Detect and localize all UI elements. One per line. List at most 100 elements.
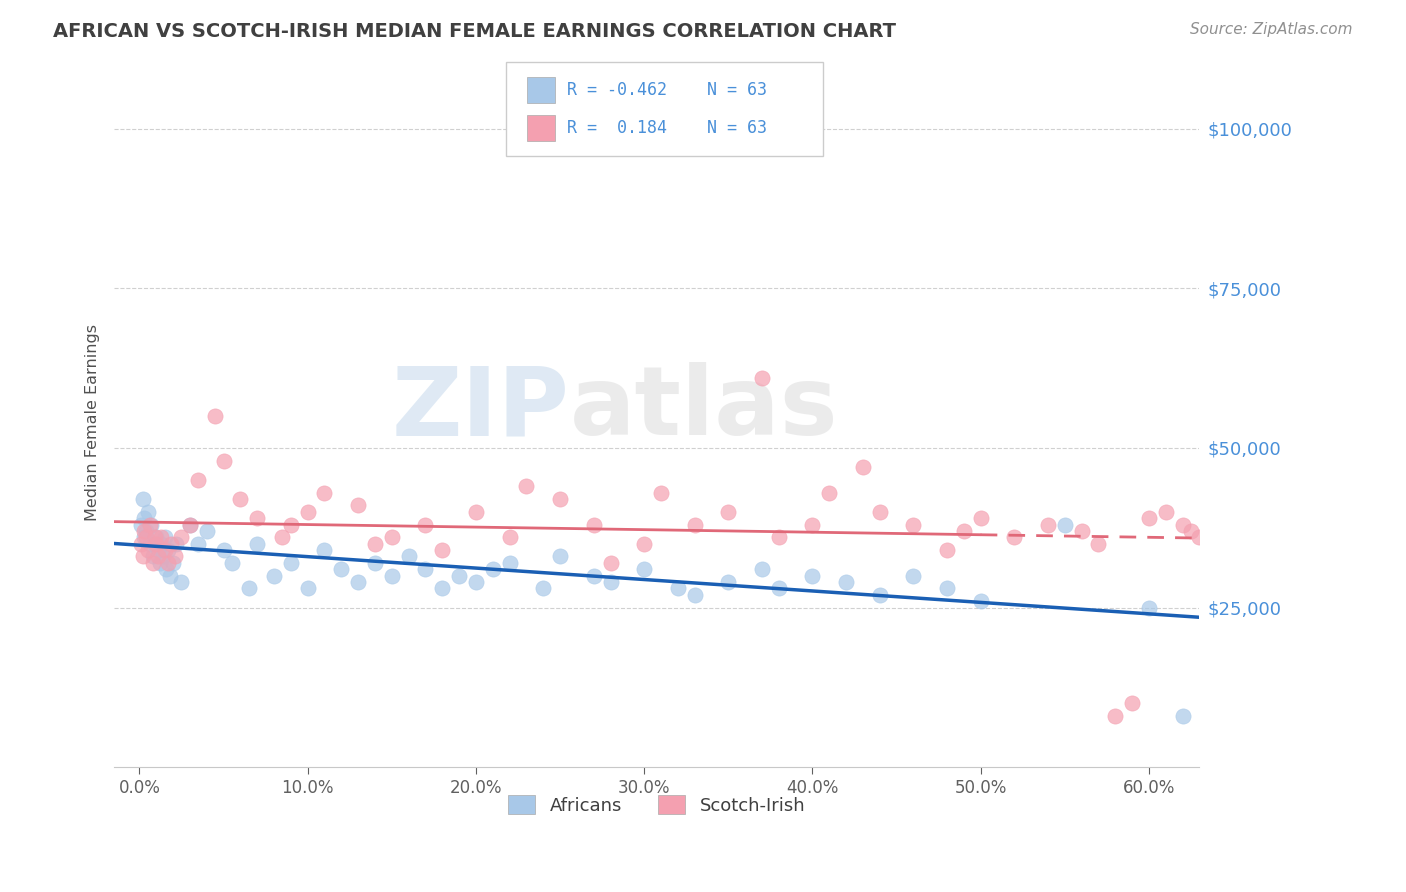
Point xyxy=(141,517,163,532)
Text: Source: ZipAtlas.com: Source: ZipAtlas.com xyxy=(1189,22,1353,37)
Point xyxy=(869,505,891,519)
Point xyxy=(969,511,991,525)
Point xyxy=(136,505,159,519)
Point xyxy=(818,485,841,500)
Point xyxy=(134,530,156,544)
Point xyxy=(163,549,186,564)
Point xyxy=(347,499,370,513)
Text: R = -0.462    N = 63: R = -0.462 N = 63 xyxy=(567,81,766,99)
Point xyxy=(1036,517,1059,532)
Point xyxy=(314,485,336,500)
Point xyxy=(170,530,193,544)
Point xyxy=(1171,517,1194,532)
Point xyxy=(280,517,302,532)
Point xyxy=(143,530,166,544)
Point xyxy=(179,517,201,532)
Point xyxy=(515,479,537,493)
Point xyxy=(936,543,959,558)
Point xyxy=(263,568,285,582)
Point xyxy=(143,537,166,551)
Point xyxy=(142,549,165,564)
Point xyxy=(195,524,218,538)
Point xyxy=(449,568,471,582)
Point xyxy=(801,517,824,532)
Point xyxy=(768,582,790,596)
Point xyxy=(1154,505,1177,519)
Point xyxy=(432,582,454,596)
Point xyxy=(155,562,177,576)
Point xyxy=(221,556,243,570)
Text: ZIP: ZIP xyxy=(392,362,569,455)
Point xyxy=(481,562,503,576)
Point xyxy=(1070,524,1092,538)
Point xyxy=(1121,697,1143,711)
Point xyxy=(146,549,169,564)
Point xyxy=(381,568,404,582)
Point xyxy=(146,543,169,558)
Point xyxy=(157,543,180,558)
Point xyxy=(548,491,571,506)
Point xyxy=(1188,530,1211,544)
Point xyxy=(498,530,520,544)
Point xyxy=(1180,524,1202,538)
Point xyxy=(179,517,201,532)
Point xyxy=(142,556,165,570)
Point xyxy=(751,370,773,384)
Point xyxy=(135,524,157,538)
Point xyxy=(212,543,235,558)
Point xyxy=(599,556,621,570)
Point xyxy=(271,530,294,544)
Point xyxy=(633,537,655,551)
Point xyxy=(717,505,740,519)
Point xyxy=(683,588,706,602)
Point xyxy=(852,460,875,475)
Point xyxy=(432,543,454,558)
Point xyxy=(150,537,173,551)
Point xyxy=(835,574,858,589)
Point xyxy=(157,556,180,570)
Point xyxy=(153,543,176,558)
Point xyxy=(683,517,706,532)
Point xyxy=(138,517,160,532)
Point xyxy=(650,485,672,500)
Point xyxy=(464,574,486,589)
Point xyxy=(936,582,959,596)
Point xyxy=(297,582,319,596)
Point xyxy=(132,491,155,506)
Point xyxy=(159,568,181,582)
Point xyxy=(381,530,404,544)
Point xyxy=(145,537,167,551)
Point xyxy=(149,556,172,570)
Point xyxy=(768,530,790,544)
Legend: Africans, Scotch-Irish: Africans, Scotch-Irish xyxy=(499,787,814,824)
Point xyxy=(150,530,173,544)
Point xyxy=(132,549,155,564)
Point xyxy=(548,549,571,564)
Point xyxy=(347,574,370,589)
Y-axis label: Median Female Earnings: Median Female Earnings xyxy=(86,324,100,521)
Point xyxy=(1197,517,1219,532)
Point xyxy=(1002,530,1025,544)
Point xyxy=(246,511,269,525)
Point xyxy=(801,568,824,582)
Point xyxy=(464,505,486,519)
Point xyxy=(314,543,336,558)
Point xyxy=(903,517,925,532)
Point xyxy=(498,556,520,570)
Point xyxy=(129,537,152,551)
Point xyxy=(364,537,387,551)
Point xyxy=(1137,600,1160,615)
Point xyxy=(160,537,183,551)
Point xyxy=(246,537,269,551)
Point xyxy=(136,543,159,558)
Point xyxy=(903,568,925,582)
Point xyxy=(531,582,554,596)
Point xyxy=(153,530,176,544)
Point xyxy=(170,574,193,589)
Point xyxy=(145,530,167,544)
Text: atlas: atlas xyxy=(569,362,838,455)
Text: R =  0.184    N = 63: R = 0.184 N = 63 xyxy=(567,120,766,137)
Point xyxy=(204,409,226,423)
Point xyxy=(364,556,387,570)
Point xyxy=(187,473,209,487)
